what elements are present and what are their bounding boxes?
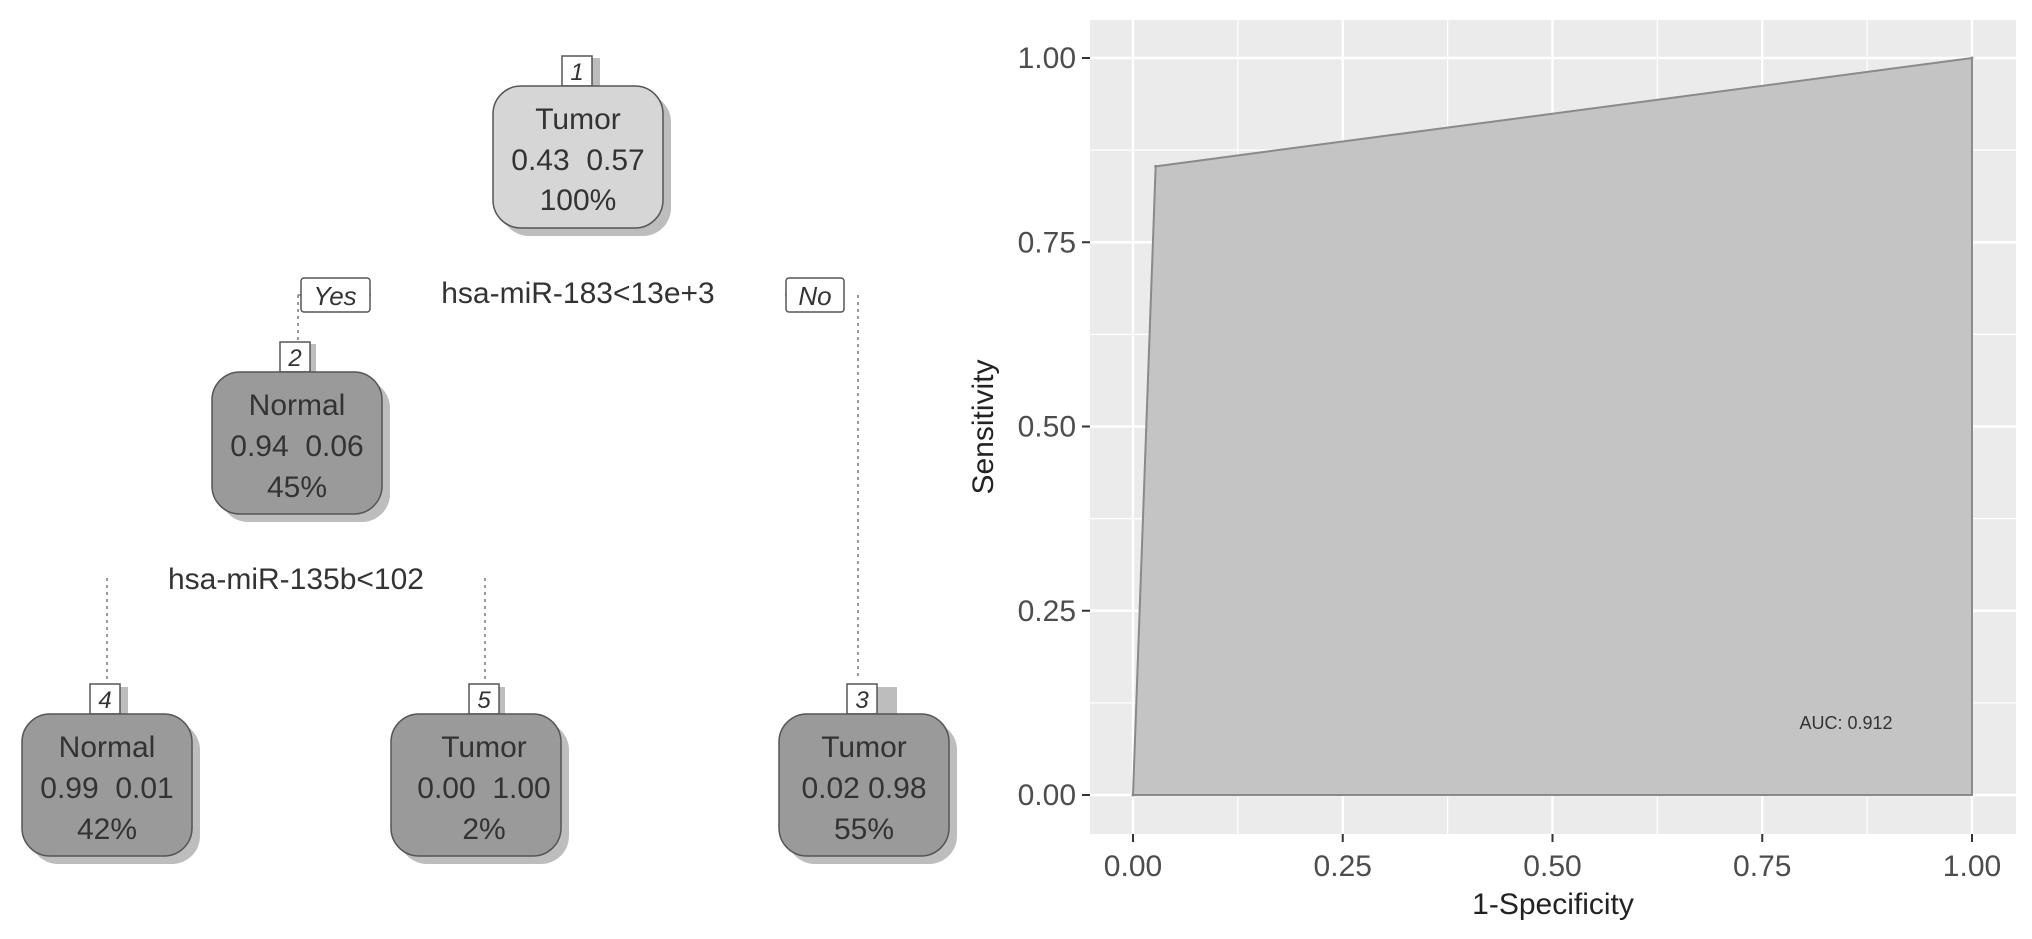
node-class-label: Tumor xyxy=(821,731,907,764)
roc-point xyxy=(1970,56,1974,60)
node-class-label: Tumor xyxy=(441,731,527,764)
node-percentage: 2% xyxy=(462,813,505,846)
node-percentage: 55% xyxy=(834,813,894,846)
y-tick-label: 0.25 xyxy=(1018,595,1076,628)
x-tick-label: 0.00 xyxy=(1104,850,1162,883)
node-probabilities: 0.02 0.98 xyxy=(801,772,926,805)
x-tick-label: 0.75 xyxy=(1733,850,1791,883)
no-label: No xyxy=(798,281,831,311)
x-tick-label: 0.50 xyxy=(1523,850,1581,883)
tree-node-3: 3 Tumor 0.02 0.98 55% xyxy=(778,683,957,864)
tree-node-1: 1 Tumor 0.43 0.57 100% xyxy=(492,55,671,236)
node-percentage: 42% xyxy=(77,813,137,846)
node-class-label: Normal xyxy=(59,731,156,764)
x-axis-label: 1-Specificity xyxy=(1472,888,1634,921)
decision-tree: 1 Tumor 0.43 0.57 100% Yes hsa-miR-183<1… xyxy=(21,55,957,864)
y-tick-label: 0.50 xyxy=(1018,411,1076,444)
x-axis: 0.00 0.25 0.50 0.75 1.00 xyxy=(1104,834,2001,883)
node-class-label: Normal xyxy=(249,389,346,422)
roc-point xyxy=(1131,793,1135,797)
split-rule-2: hsa-miR-135b<102 xyxy=(168,563,424,596)
node-box xyxy=(21,713,193,857)
node-id: 2 xyxy=(287,345,301,372)
roc-chart: 0.00 0.25 0.50 0.75 1.00 0.00 0.25 0.50 0.75 1.0… xyxy=(967,20,2016,921)
roc-point xyxy=(1154,164,1158,168)
node-id-badge xyxy=(468,683,500,715)
node-box xyxy=(390,713,562,857)
node-probabilities: 0.94 0.06 xyxy=(230,430,363,463)
no-badge xyxy=(785,277,845,313)
yes-badge xyxy=(300,277,371,313)
tree-node-2: 2 Normal 0.94 0.06 45% xyxy=(211,341,390,522)
node-box xyxy=(211,371,383,515)
split-1: Yes hsa-miR-183<13e+3 No xyxy=(300,277,845,313)
node-id: 3 xyxy=(855,687,869,714)
node-percentage: 45% xyxy=(267,471,327,504)
roc-area xyxy=(1131,56,1973,796)
node-probabilities: 0.00 1.00 xyxy=(417,772,550,805)
node-box xyxy=(492,85,664,229)
node-percentage: 100% xyxy=(540,184,617,217)
node-id: 1 xyxy=(570,59,583,86)
tree-node-4: 4 Normal 0.99 0.01 42% xyxy=(21,683,200,864)
x-tick-label: 0.25 xyxy=(1314,850,1372,883)
node-id-badge xyxy=(89,683,121,715)
node-probabilities: 0.43 0.57 xyxy=(511,144,644,177)
node-class-label: Tumor xyxy=(535,103,621,136)
node-id: 5 xyxy=(477,687,491,714)
tree-node-5: 5 Tumor 0.00 1.00 2% xyxy=(390,683,569,864)
node-id: 4 xyxy=(98,687,111,714)
node-box xyxy=(778,713,950,857)
y-tick-label: 1.00 xyxy=(1018,42,1076,75)
y-axis-label: Sensitivity xyxy=(967,359,1000,494)
node-id-badge xyxy=(561,55,593,87)
node-probabilities: 0.99 0.01 xyxy=(40,772,173,805)
node-id-badge xyxy=(846,683,878,715)
roc-points xyxy=(1131,56,1974,797)
y-tick-label: 0.75 xyxy=(1018,226,1076,259)
yes-label: Yes xyxy=(313,281,356,311)
node-id-badge xyxy=(279,341,311,373)
y-axis: 0.00 0.25 0.50 0.75 1.00 xyxy=(1018,42,1090,812)
y-tick-label: 0.00 xyxy=(1018,779,1076,812)
auc-annotation: AUC: 0.912 xyxy=(1799,713,1892,733)
split-rule: hsa-miR-183<13e+3 xyxy=(441,277,715,310)
x-tick-label: 1.00 xyxy=(1943,850,2001,883)
